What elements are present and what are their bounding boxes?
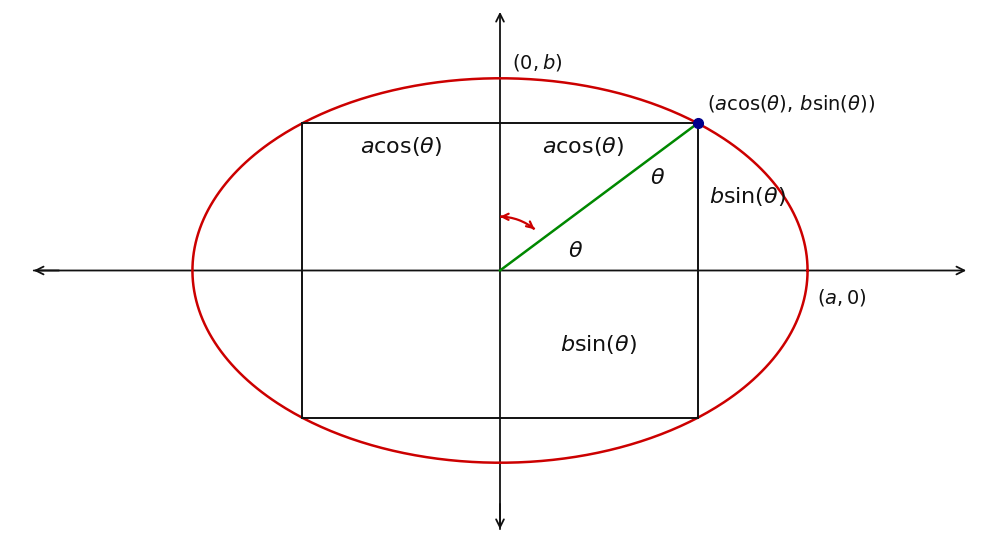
- Text: $a\cos(\theta)$: $a\cos(\theta)$: [360, 135, 442, 158]
- Bar: [302, 123, 698, 418]
- Text: $(a\cos(\theta),\,b\sin(\theta))$: $(a\cos(\theta),\,b\sin(\theta))$: [707, 93, 875, 114]
- Text: $(a,0)$: $(a,0)$: [817, 287, 867, 308]
- Text: $\theta$: $\theta$: [568, 241, 583, 261]
- Text: $(0,b)$: $(0,b)$: [512, 52, 562, 73]
- Text: $b\sin(\theta)$: $b\sin(\theta)$: [709, 186, 786, 208]
- Text: $b\sin(\theta)$: $b\sin(\theta)$: [560, 333, 637, 355]
- Text: $a\cos(\theta)$: $a\cos(\theta)$: [542, 135, 624, 158]
- Text: $\theta$: $\theta$: [650, 168, 665, 188]
